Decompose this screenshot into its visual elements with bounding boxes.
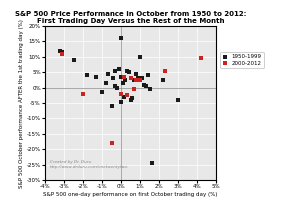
1950-1999 — [141, 83, 146, 86]
1950-1999 — [138, 55, 142, 59]
Legend: 1950-1999, 2000-2012: 1950-1999, 2000-2012 — [220, 52, 264, 68]
1950-1999 — [109, 104, 114, 108]
1950-1999 — [128, 98, 133, 102]
1950-1999 — [124, 69, 129, 72]
1950-1999 — [118, 75, 123, 79]
1950-1999 — [160, 78, 165, 82]
1950-1999 — [60, 51, 64, 54]
2000-2012 — [132, 87, 137, 91]
1950-1999 — [113, 84, 118, 88]
2000-2012 — [162, 69, 167, 72]
1950-1999 — [145, 74, 150, 77]
1950-1999 — [115, 86, 120, 89]
1950-1999 — [130, 97, 135, 100]
2000-2012 — [128, 77, 133, 80]
Title: S&P 500 Price Performance in October from 1950 to 2012:
First Trading Day Versus: S&P 500 Price Performance in October fro… — [15, 11, 246, 24]
1950-1999 — [143, 84, 148, 88]
1950-1999 — [147, 87, 152, 91]
1950-1999 — [94, 75, 99, 79]
1950-1999 — [118, 100, 123, 103]
2000-2012 — [118, 92, 123, 95]
1950-1999 — [118, 37, 123, 40]
1950-1999 — [122, 78, 127, 82]
1950-1999 — [113, 69, 118, 72]
1950-1999 — [103, 81, 108, 85]
1950-1999 — [100, 90, 104, 94]
1950-1999 — [111, 77, 116, 80]
1950-1999 — [132, 78, 137, 82]
X-axis label: S&P 500 one-day performance on first October trading day (%): S&P 500 one-day performance on first Oct… — [43, 192, 218, 197]
Y-axis label: S&P 500 October performance AFTER the 1st trading day (%): S&P 500 October performance AFTER the 1s… — [19, 19, 24, 187]
2000-2012 — [138, 78, 142, 82]
1950-1999 — [140, 77, 144, 80]
1950-1999 — [58, 49, 63, 53]
2000-2012 — [60, 52, 64, 56]
2000-2012 — [122, 75, 126, 79]
2000-2012 — [109, 141, 114, 145]
1950-1999 — [121, 81, 125, 85]
1950-1999 — [126, 71, 131, 74]
1950-1999 — [117, 67, 122, 71]
1950-1999 — [136, 77, 140, 80]
2000-2012 — [81, 92, 85, 95]
1950-1999 — [121, 75, 125, 79]
1950-1999 — [150, 161, 155, 165]
1950-1999 — [134, 72, 139, 76]
2000-2012 — [124, 94, 129, 97]
1950-1999 — [105, 72, 110, 76]
2000-2012 — [198, 57, 203, 60]
Text: Created by Dr. Duru
http://www.drduru.com/onetwentytwo: Created by Dr. Duru http://www.drduru.co… — [50, 160, 129, 169]
1950-1999 — [176, 98, 180, 102]
1950-1999 — [84, 74, 89, 77]
1950-1999 — [122, 95, 126, 99]
1950-1999 — [71, 58, 76, 62]
2000-2012 — [134, 78, 139, 82]
